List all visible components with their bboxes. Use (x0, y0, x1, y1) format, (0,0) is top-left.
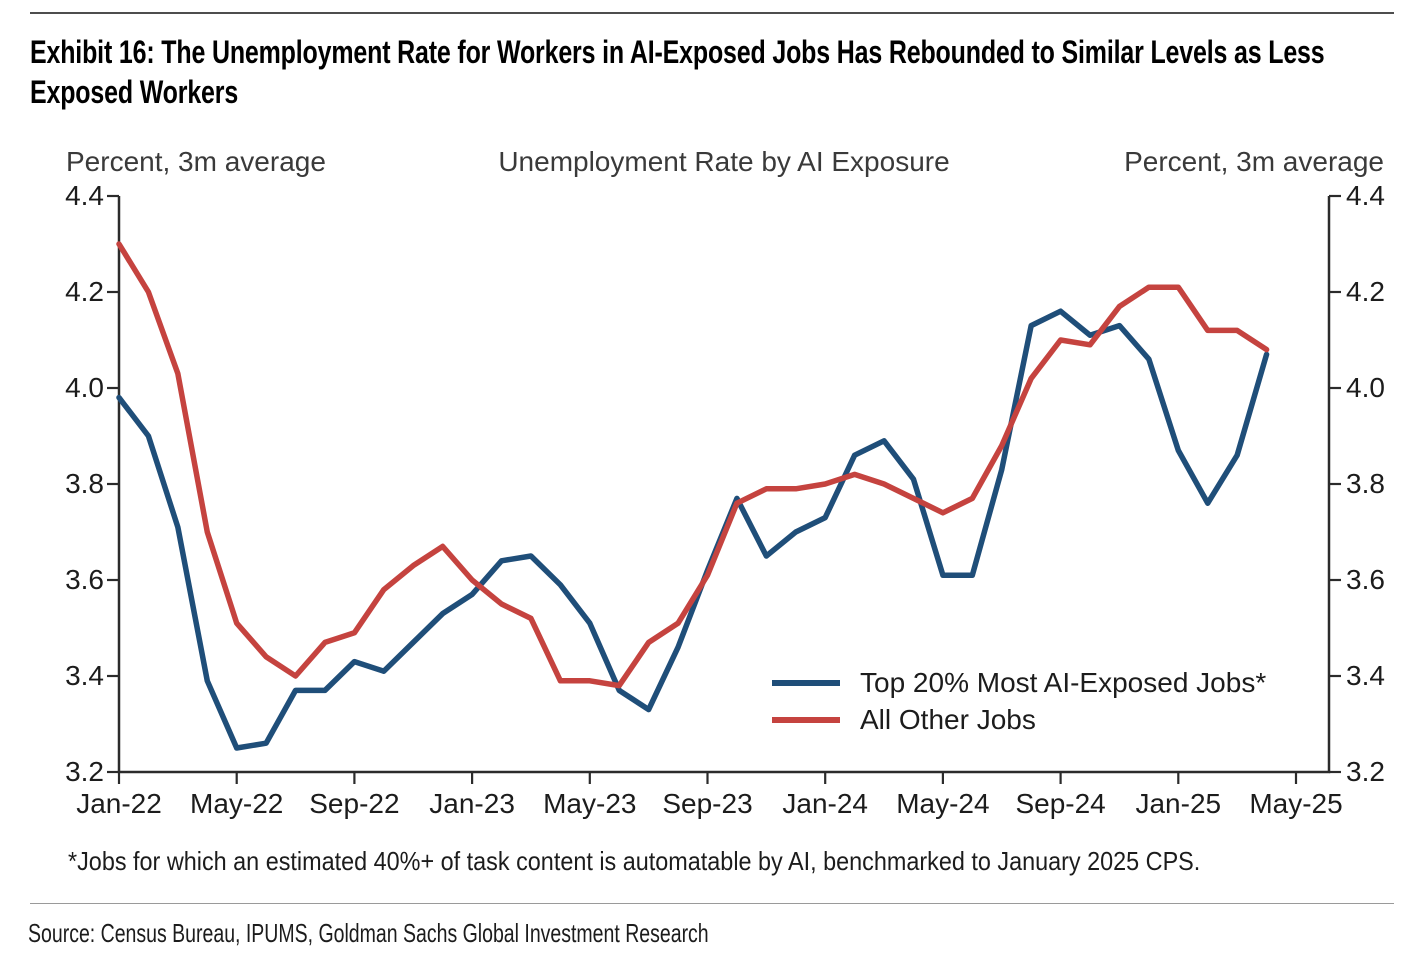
y-tick-label-right: 3.4 (1346, 660, 1385, 691)
legend-label-all-other: All Other Jobs (860, 703, 1036, 735)
y-tick-label-left: 3.6 (65, 564, 104, 595)
left-axis-units-label: Percent, 3m average (66, 146, 326, 177)
x-tick-label: Sep-22 (309, 788, 400, 819)
x-tick-label: May-25 (1249, 788, 1343, 819)
legend-label-ai-exposed: Top 20% Most AI-Exposed Jobs* (860, 666, 1267, 698)
divider-rule (30, 903, 1394, 904)
series-line-1 (116, 241, 1270, 689)
legend-item-ai-exposed: Top 20% Most AI-Exposed Jobs* (772, 664, 1312, 701)
x-tick-label: Sep-23 (662, 788, 753, 819)
y-tick-label-right: 4.2 (1346, 276, 1385, 307)
legend-item-all-other: All Other Jobs (772, 701, 1312, 738)
ai-exposed-line-swatch (772, 679, 840, 686)
y-tick-label-left: 4.2 (65, 276, 104, 307)
x-tick-label: Jan-22 (76, 788, 162, 819)
series-line-0 (116, 308, 1270, 751)
y-tick-label-left: 3.8 (65, 468, 104, 499)
exhibit-title: Exhibit 16: The Unemployment Rate for Wo… (30, 34, 1325, 110)
y-tick-label-right: 4.0 (1346, 372, 1385, 403)
y-tick-label-left: 4.4 (65, 180, 104, 211)
x-tick-label: Jan-23 (429, 788, 515, 819)
x-tick-label: Jan-24 (782, 788, 868, 819)
source-line: Source: Census Bureau, IPUMS, Goldman Sa… (28, 918, 709, 948)
chart-title: Unemployment Rate by AI Exposure (498, 146, 950, 177)
y-tick-label-right: 3.2 (1346, 756, 1385, 787)
y-tick-label-left: 3.2 (65, 756, 104, 787)
y-tick-label-right: 3.6 (1346, 564, 1385, 595)
all-other-line-swatch (772, 716, 840, 723)
x-tick-label: May-23 (543, 788, 637, 819)
right-axis-units-label: Percent, 3m average (1124, 146, 1384, 177)
y-tick-label-right: 3.8 (1346, 468, 1385, 499)
legend: Top 20% Most AI-Exposed Jobs* All Other … (772, 664, 1312, 738)
x-tick-label: May-22 (190, 788, 284, 819)
x-tick-label: Sep-24 (1015, 788, 1106, 819)
y-tick-label-left: 4.0 (65, 372, 104, 403)
x-tick-label: Jan-25 (1135, 788, 1222, 819)
y-tick-label-right: 4.4 (1346, 180, 1385, 211)
footnote: *Jobs for which an estimated 40%+ of tas… (68, 846, 1201, 876)
x-tick-label: May-24 (896, 788, 990, 819)
y-tick-label-left: 3.4 (65, 660, 104, 691)
top-rule (30, 12, 1394, 14)
